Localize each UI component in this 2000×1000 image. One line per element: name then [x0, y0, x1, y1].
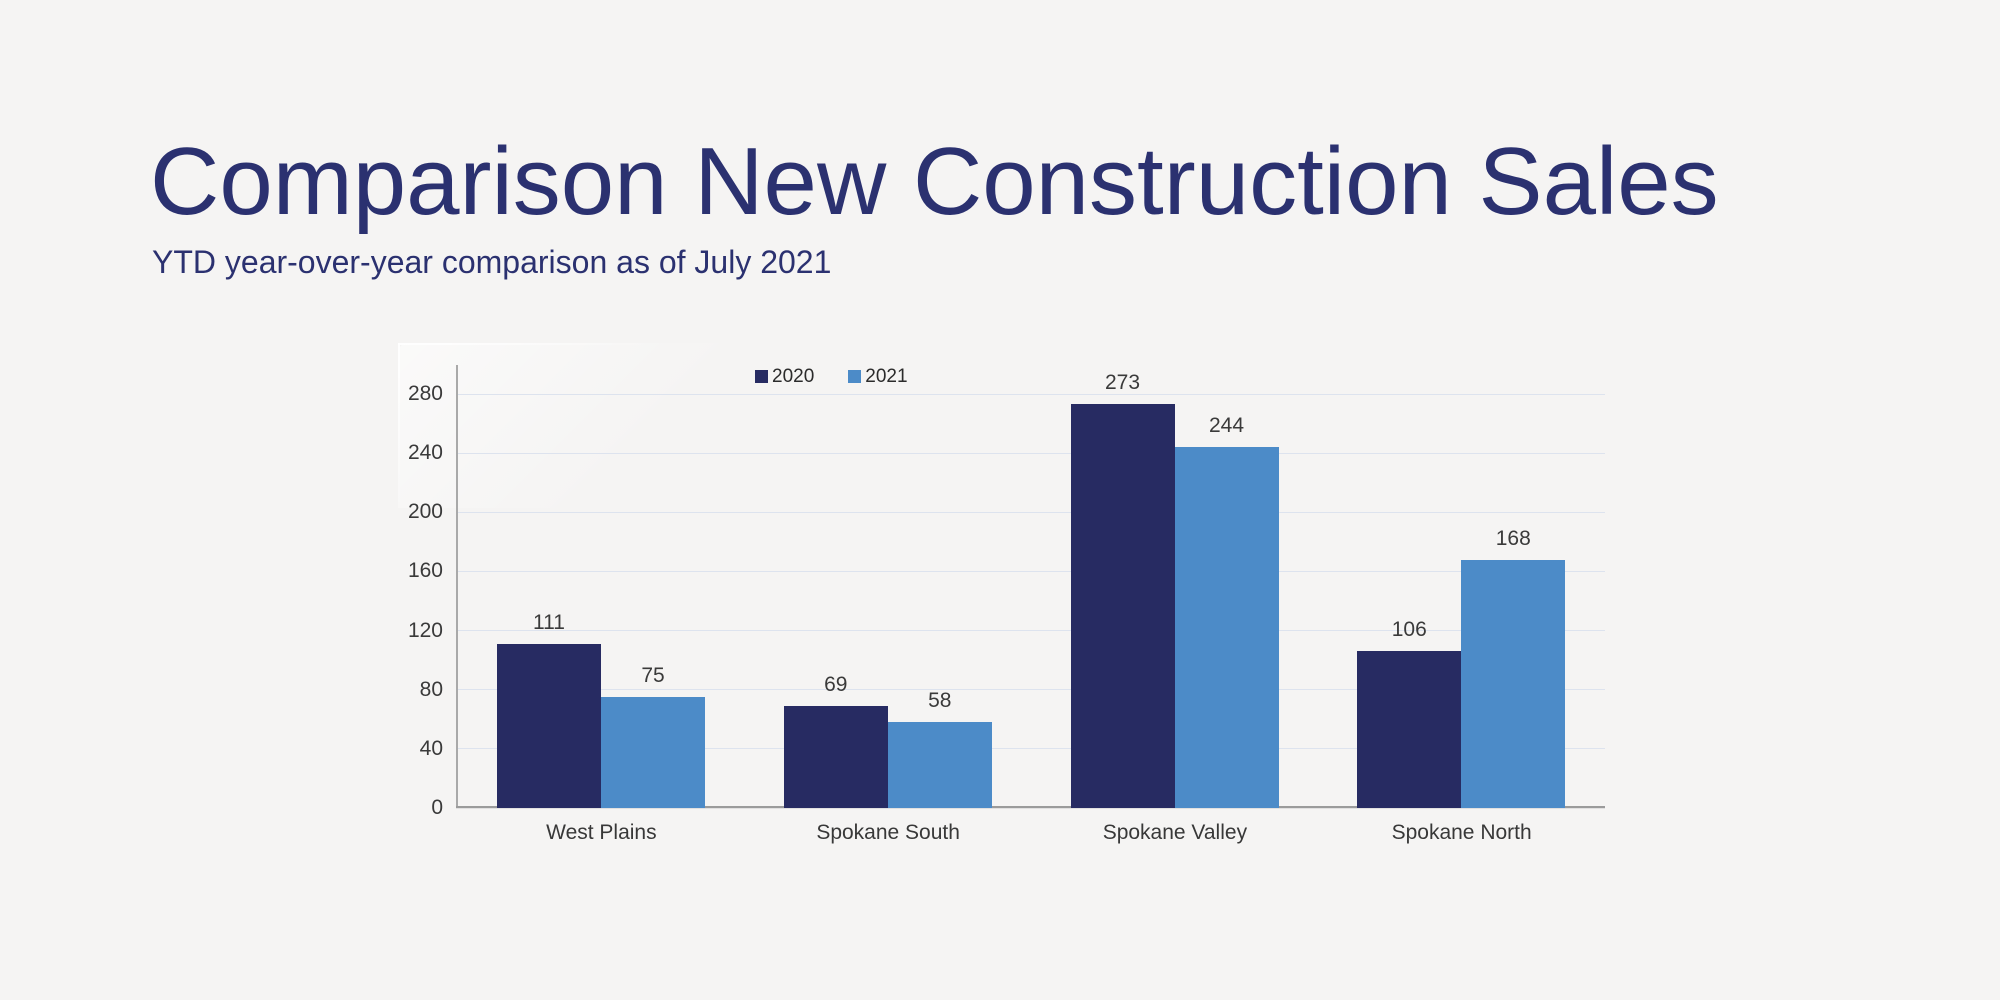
- y-tick-label-200: 200: [407, 500, 443, 524]
- value-label-2020-spokane-valley: 273: [1104, 371, 1141, 395]
- bar-2020-spokane-valley: [1070, 404, 1175, 808]
- chart-card-edge-left: [398, 343, 400, 513]
- value-label-2021-spokane-north: 168: [1495, 526, 1531, 550]
- gridline-40: [458, 748, 1605, 750]
- y-tick-label-120: 120: [407, 618, 443, 642]
- gridline-80: [458, 689, 1605, 691]
- value-label-2021-spokane-south: 58: [928, 689, 952, 713]
- page-title: Comparison New Construction Sales: [150, 128, 1719, 235]
- y-tick-label-40: 40: [419, 736, 443, 760]
- legend-item-2020: 2020: [755, 367, 814, 386]
- chart-card-edge-top: [398, 343, 658, 345]
- y-tick-label-80: 80: [419, 677, 443, 701]
- category-label-spokane-valley: Spokane Valley: [1102, 821, 1248, 844]
- y-tick-label-0: 0: [431, 796, 443, 819]
- legend-item-2021: 2021: [848, 366, 908, 387]
- gridline-120: [458, 630, 1605, 632]
- gridline-200: [458, 511, 1605, 513]
- legend-label-2020: 2020: [772, 366, 815, 387]
- category-label-spokane-north: Spokane North: [1391, 821, 1532, 844]
- category-label-spokane-south: Spokane South: [816, 821, 960, 844]
- y-tick-label-160: 160: [407, 559, 443, 583]
- gridline-160: [458, 570, 1605, 572]
- category-label-west-plains: West Plains: [546, 821, 657, 844]
- legend-swatch-2021-icon: [848, 370, 862, 383]
- bar-2021-west-plains: [601, 697, 705, 808]
- gridline-240: [458, 452, 1605, 454]
- value-label-2020-spokane-south: 69: [824, 672, 848, 696]
- bar-2020-spokane-south: [783, 705, 888, 808]
- bar-2021-spokane-south: [887, 722, 992, 808]
- legend-swatch-2020-icon: [755, 370, 768, 383]
- y-axis-line: [456, 365, 458, 808]
- bar-2020-spokane-north: [1357, 651, 1462, 808]
- bar-2021-spokane-valley: [1174, 447, 1279, 808]
- value-label-2021-spokane-valley: 244: [1208, 414, 1245, 438]
- gridline-280: [458, 393, 1605, 395]
- chart-legend: 2020 2021: [755, 367, 908, 386]
- page-subtitle: YTD year-over-year comparison as of July…: [152, 244, 832, 280]
- bar-2020-west-plains: [497, 643, 601, 808]
- y-tick-label-240: 240: [407, 441, 443, 465]
- bar-chart-plot-area: 2020 2021 0 40 80 120 160 200 240 280 111 75 West …: [408, 365, 1605, 844]
- legend-label-2021: 2021: [865, 366, 908, 387]
- bar-2021-spokane-north: [1461, 559, 1566, 808]
- y-tick-label-280: 280: [407, 382, 443, 405]
- value-label-2020-west-plains: 111: [533, 610, 565, 634]
- x-axis-line: [456, 806, 1605, 808]
- value-label-2021-west-plains: 75: [641, 664, 665, 688]
- value-label-2020-spokane-north: 106: [1391, 618, 1427, 642]
